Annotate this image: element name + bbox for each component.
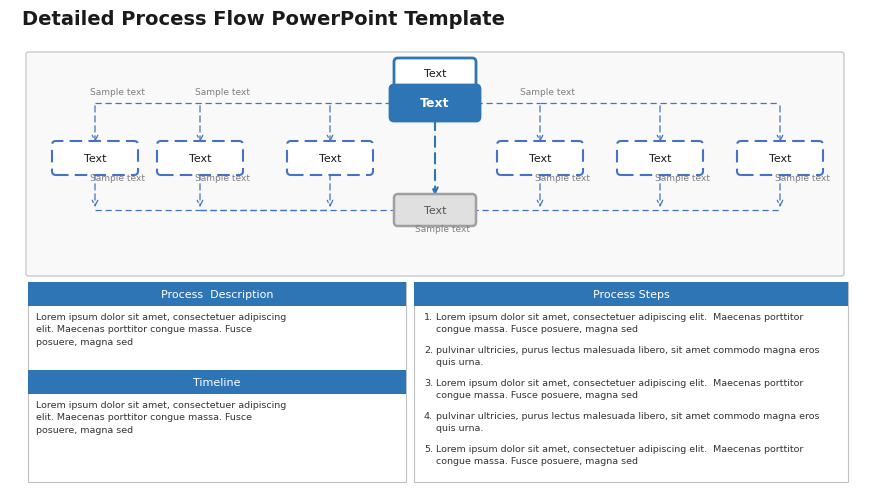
Text: Text: Text	[318, 154, 341, 163]
Text: Sample text: Sample text	[195, 88, 249, 97]
Text: 2.: 2.	[423, 346, 433, 354]
Text: Lorem ipsum dolor sit amet, consectetuer adipiscing elit.  Maecenas porttitor
co: Lorem ipsum dolor sit amet, consectetuer…	[435, 378, 802, 399]
Text: Text: Text	[423, 205, 446, 216]
Text: 3.: 3.	[423, 378, 433, 387]
Text: Lorem ipsum dolor sit amet, consectetuer adipiscing
elit. Maecenas porttitor con: Lorem ipsum dolor sit amet, consectetuer…	[36, 400, 286, 434]
Text: 4.: 4.	[423, 411, 433, 420]
Text: Text: Text	[648, 154, 671, 163]
FancyBboxPatch shape	[28, 370, 406, 394]
Text: Lorem ipsum dolor sit amet, consectetuer adipiscing elit.  Maecenas porttitor
co: Lorem ipsum dolor sit amet, consectetuer…	[435, 444, 802, 465]
Text: Sample text: Sample text	[534, 174, 589, 183]
Text: Timeline: Timeline	[193, 377, 241, 387]
FancyBboxPatch shape	[28, 283, 406, 482]
FancyBboxPatch shape	[616, 142, 702, 176]
Text: pulvinar ultricies, purus lectus malesuada libero, sit amet commodo magna eros
q: pulvinar ultricies, purus lectus malesua…	[435, 346, 819, 366]
FancyBboxPatch shape	[394, 195, 475, 226]
Text: Sample text: Sample text	[654, 174, 709, 183]
FancyBboxPatch shape	[414, 283, 847, 306]
FancyBboxPatch shape	[389, 86, 480, 122]
Text: 5.: 5.	[423, 444, 433, 453]
Text: Sample text: Sample text	[415, 224, 469, 234]
Text: Lorem ipsum dolor sit amet, consectetuer adipiscing elit.  Maecenas porttitor
co: Lorem ipsum dolor sit amet, consectetuer…	[435, 312, 802, 333]
Text: Text: Text	[189, 154, 211, 163]
Text: Sample text: Sample text	[90, 88, 145, 97]
FancyBboxPatch shape	[287, 142, 373, 176]
Text: Lorem ipsum dolor sit amet, consectetuer adipiscing
elit. Maecenas porttitor con: Lorem ipsum dolor sit amet, consectetuer…	[36, 312, 286, 346]
FancyBboxPatch shape	[28, 283, 406, 306]
Text: Text: Text	[768, 154, 790, 163]
FancyBboxPatch shape	[414, 283, 847, 482]
FancyBboxPatch shape	[394, 59, 475, 89]
Text: Text: Text	[528, 154, 551, 163]
Text: Sample text: Sample text	[520, 88, 574, 97]
Text: Text: Text	[420, 97, 449, 110]
FancyBboxPatch shape	[736, 142, 822, 176]
Text: Process  Description: Process Description	[161, 289, 273, 299]
FancyBboxPatch shape	[496, 142, 582, 176]
Text: 1.: 1.	[423, 312, 433, 321]
Text: Sample text: Sample text	[195, 174, 249, 183]
Text: Process Steps: Process Steps	[592, 289, 668, 299]
Text: Sample text: Sample text	[90, 174, 145, 183]
Text: pulvinar ultricies, purus lectus malesuada libero, sit amet commodo magna eros
q: pulvinar ultricies, purus lectus malesua…	[435, 411, 819, 432]
FancyBboxPatch shape	[26, 53, 843, 276]
Text: Sample text: Sample text	[774, 174, 829, 183]
Text: Detailed Process Flow PowerPoint Template: Detailed Process Flow PowerPoint Templat…	[22, 10, 504, 29]
Text: Text: Text	[423, 69, 446, 79]
FancyBboxPatch shape	[156, 142, 242, 176]
Text: Text: Text	[83, 154, 106, 163]
FancyBboxPatch shape	[52, 142, 138, 176]
